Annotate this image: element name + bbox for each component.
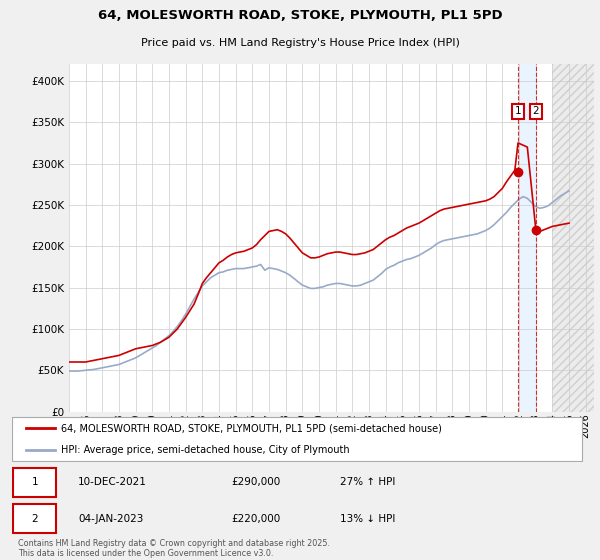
FancyBboxPatch shape xyxy=(12,417,582,461)
Text: £290,000: £290,000 xyxy=(231,477,280,487)
Text: 1: 1 xyxy=(515,106,521,116)
Text: HPI: Average price, semi-detached house, City of Plymouth: HPI: Average price, semi-detached house,… xyxy=(61,445,350,455)
Bar xyxy=(553,64,594,412)
Text: 2: 2 xyxy=(31,514,38,524)
Text: 27% ↑ HPI: 27% ↑ HPI xyxy=(340,477,395,487)
Text: Contains HM Land Registry data © Crown copyright and database right 2025.
This d: Contains HM Land Registry data © Crown c… xyxy=(18,539,330,558)
Text: 64, MOLESWORTH ROAD, STOKE, PLYMOUTH, PL1 5PD (semi-detached house): 64, MOLESWORTH ROAD, STOKE, PLYMOUTH, PL… xyxy=(61,423,442,433)
Text: 2: 2 xyxy=(533,106,539,116)
Text: 1: 1 xyxy=(31,477,38,487)
Text: 04-JAN-2023: 04-JAN-2023 xyxy=(78,514,143,524)
Text: 10-DEC-2021: 10-DEC-2021 xyxy=(78,477,147,487)
Text: 13% ↓ HPI: 13% ↓ HPI xyxy=(340,514,395,524)
FancyBboxPatch shape xyxy=(13,504,56,533)
Text: Price paid vs. HM Land Registry's House Price Index (HPI): Price paid vs. HM Land Registry's House … xyxy=(140,38,460,48)
Bar xyxy=(518,64,536,412)
Text: £220,000: £220,000 xyxy=(231,514,280,524)
FancyBboxPatch shape xyxy=(13,468,56,497)
Text: 64, MOLESWORTH ROAD, STOKE, PLYMOUTH, PL1 5PD: 64, MOLESWORTH ROAD, STOKE, PLYMOUTH, PL… xyxy=(98,9,502,22)
